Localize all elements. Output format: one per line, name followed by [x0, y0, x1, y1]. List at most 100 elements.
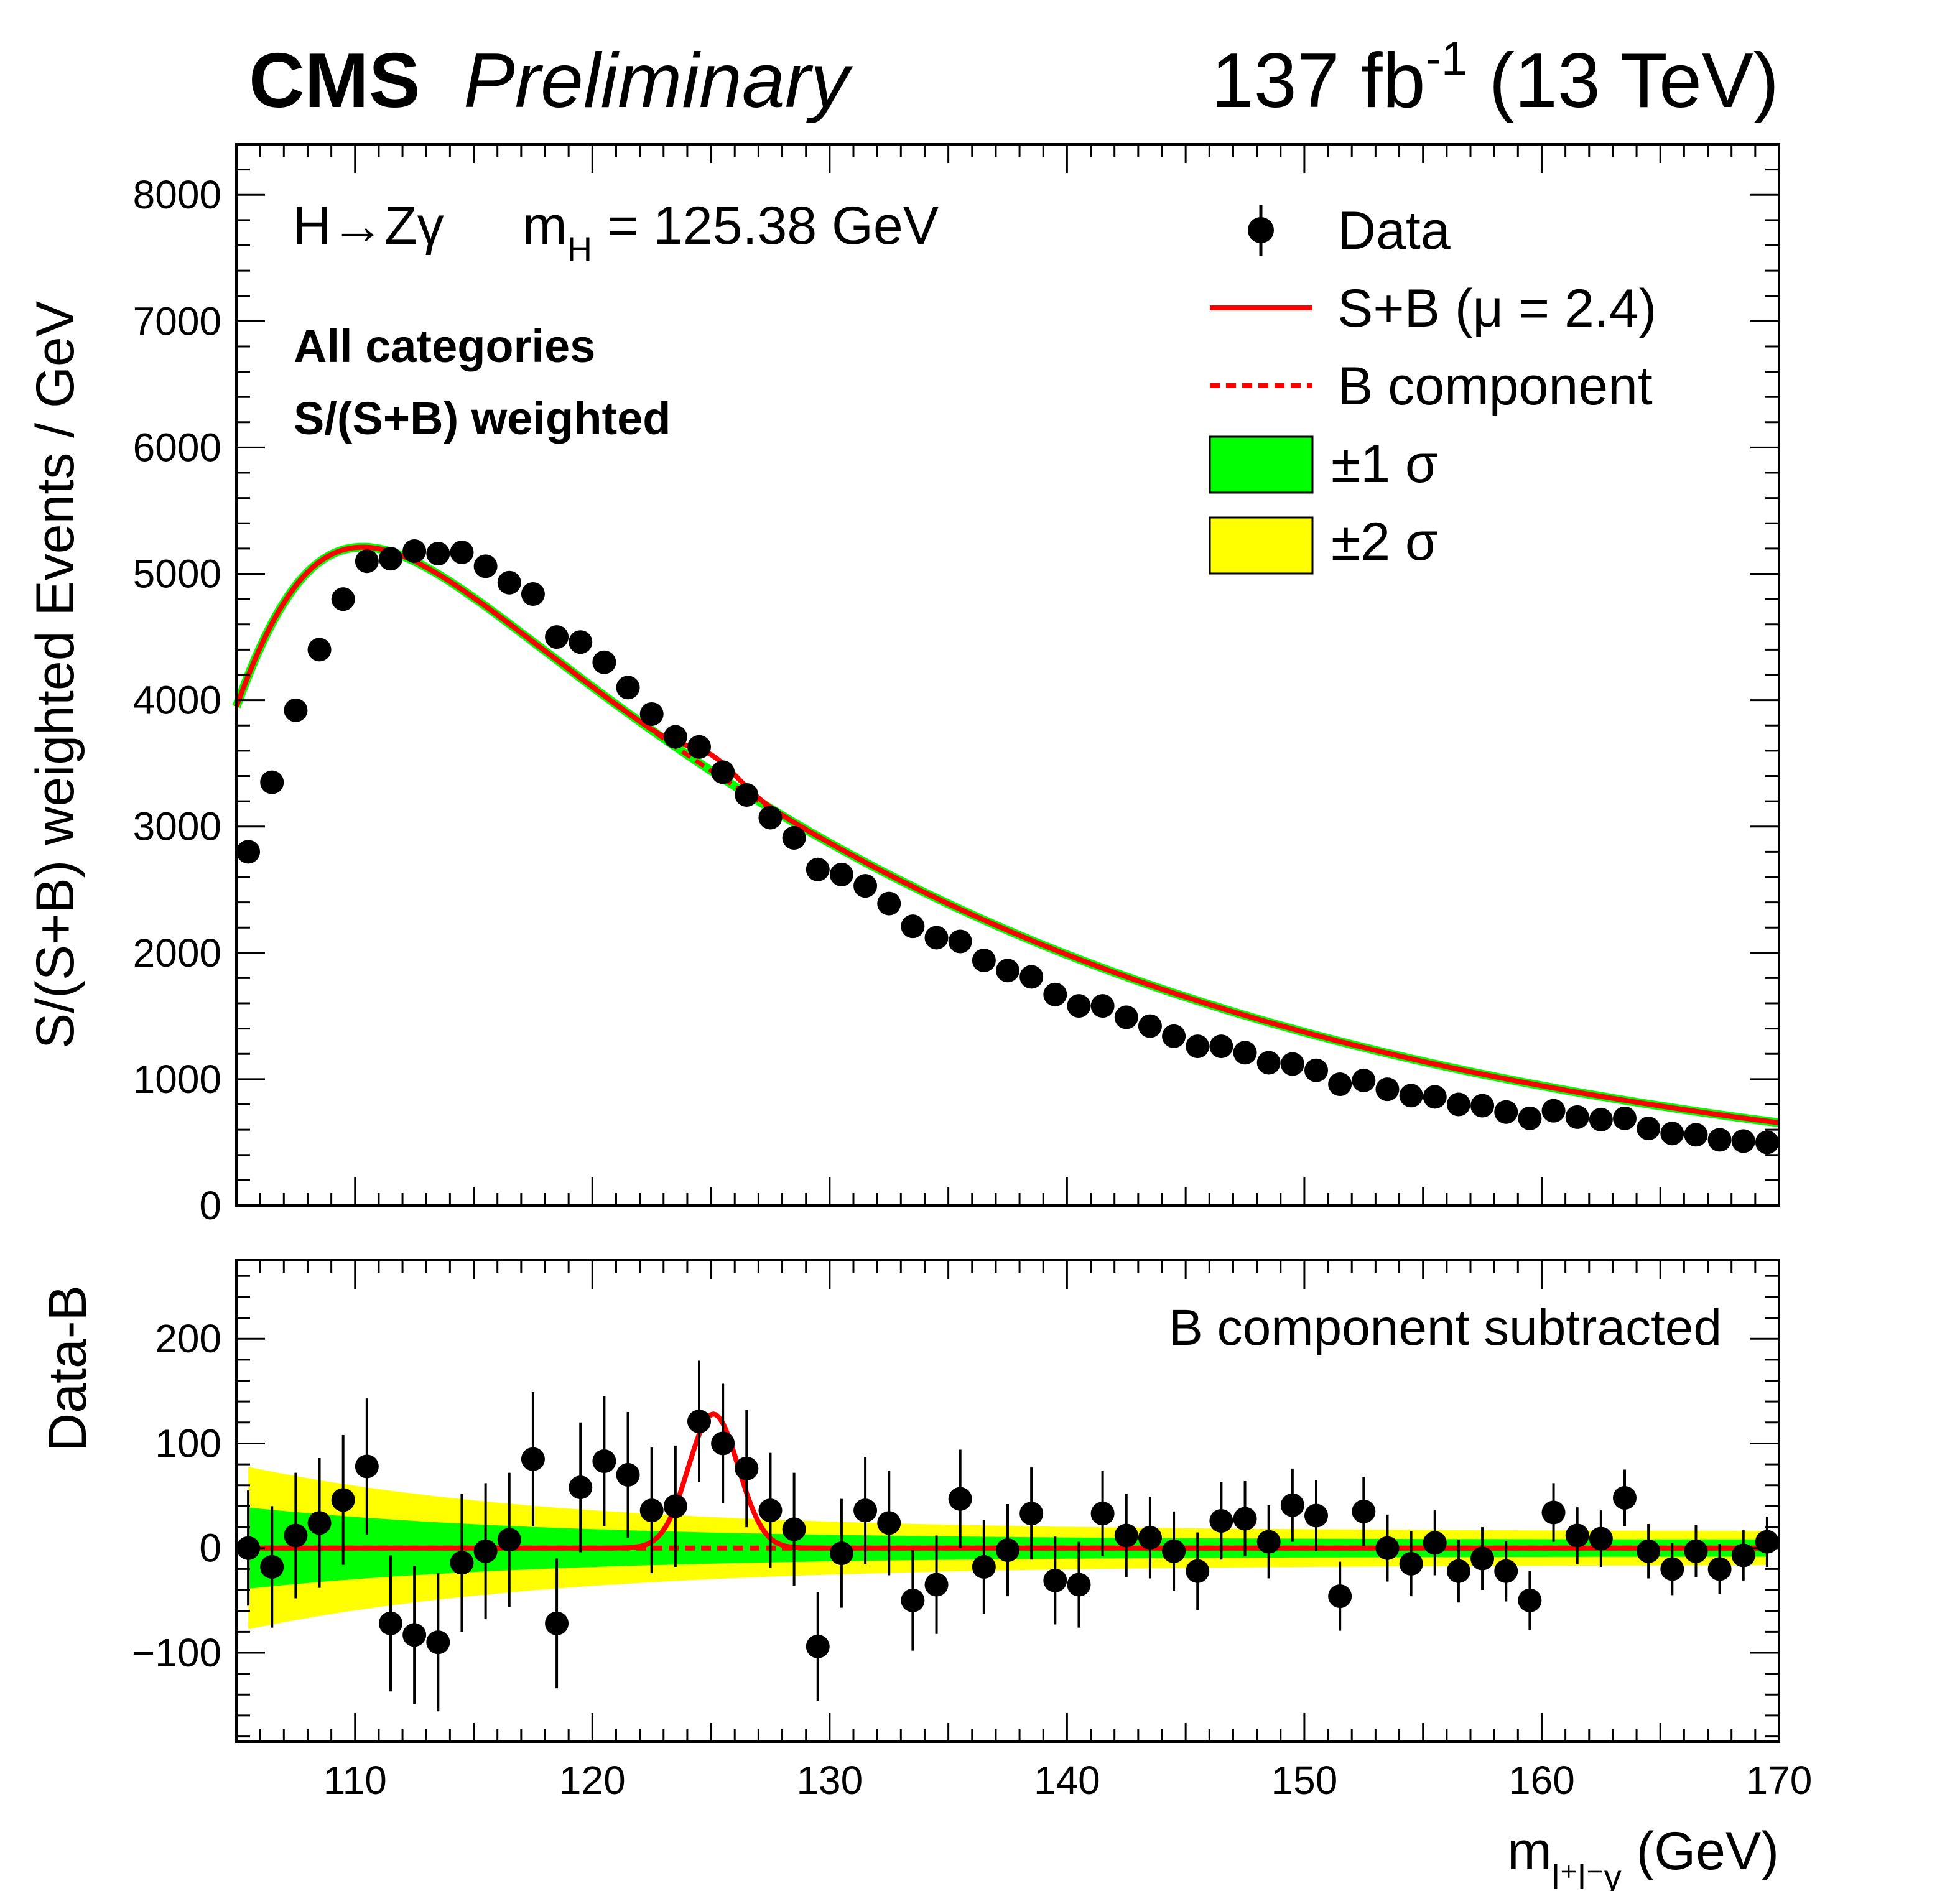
lower-data-point: [1707, 1557, 1732, 1581]
upper-data-point: [1090, 994, 1115, 1018]
upper-data-point: [1518, 1106, 1542, 1130]
lower-data-point: [1138, 1525, 1162, 1550]
upper-data-point: [711, 760, 735, 784]
lower-data-point: [450, 1551, 474, 1575]
lower-data-point: [1304, 1503, 1328, 1528]
lower-data-point: [1209, 1508, 1233, 1533]
y-tick-label: 5000: [133, 552, 221, 597]
x-axis-symbol: m: [1507, 1821, 1552, 1881]
upper-data-point: [1660, 1122, 1684, 1146]
upper-data-point: [521, 582, 545, 606]
upper-data-point: [1637, 1117, 1661, 1141]
lower-data-point: [497, 1528, 521, 1552]
upper-data-point: [1684, 1123, 1708, 1147]
lower-data-point: [1090, 1502, 1115, 1526]
upper-y-axis-label: S/(S+B) weighted Events / GeV: [26, 301, 85, 1049]
lower-data-point: [758, 1498, 783, 1523]
x-tick-label: 140: [1034, 1758, 1100, 1803]
upper-data-point: [1209, 1034, 1233, 1059]
lower-data-point: [331, 1488, 355, 1512]
upper-data-point: [1375, 1077, 1400, 1102]
upper-data-point: [1352, 1068, 1376, 1092]
lower-data-point: [1446, 1559, 1470, 1583]
upper-data-point: [1541, 1099, 1566, 1123]
lower-data-point: [473, 1539, 498, 1563]
lumi-value: 137 fb: [1211, 38, 1426, 124]
lower-data-point: [1186, 1559, 1210, 1583]
upper-data-point: [663, 725, 687, 749]
upper-data-point: [569, 630, 593, 654]
y-tick-label: 7000: [133, 299, 221, 343]
y-tick-label: 4000: [133, 678, 221, 723]
upper-data-point: [1755, 1130, 1779, 1155]
status-label: Preliminary: [463, 38, 853, 124]
process-label: H→Zγ: [292, 196, 444, 256]
upper-data-point: [758, 806, 783, 830]
x-tick-label: 110: [323, 1758, 387, 1803]
upper-data-point: [355, 549, 379, 574]
lower-data-point: [877, 1511, 901, 1535]
upper-data-point: [1162, 1024, 1186, 1048]
lower-data-point: [806, 1634, 830, 1658]
upper-data-point: [1470, 1094, 1495, 1118]
categories-label: All categories: [294, 320, 595, 372]
y-tick-label: 2000: [133, 931, 221, 975]
lower-data-point: [1423, 1531, 1447, 1555]
lower-data-point: [901, 1588, 925, 1612]
x-tick-label: 170: [1746, 1758, 1813, 1803]
y-tick-label: 100: [155, 1421, 221, 1466]
lower-data-point: [1162, 1539, 1186, 1563]
upper-data-point: [284, 698, 308, 722]
lower-data-point: [1067, 1573, 1091, 1597]
upper-data-point: [687, 735, 711, 759]
upper-data-point: [996, 959, 1019, 983]
lower-data-point: [1755, 1530, 1779, 1554]
upper-data-point: [307, 638, 332, 662]
lower-data-point: [1731, 1543, 1755, 1568]
lower-data-point: [1399, 1551, 1423, 1576]
y-tick-label: 6000: [133, 425, 221, 470]
lower-frame: [235, 1259, 1780, 1743]
lower-data-point: [735, 1456, 759, 1480]
lower-data-point: [1518, 1588, 1542, 1612]
upper-data-point: [592, 650, 616, 674]
x-tick-label: 120: [559, 1758, 626, 1803]
lower-data-point: [545, 1611, 569, 1635]
mass-label: mH = 125.38 GeV: [523, 196, 939, 269]
lower-data-point: [379, 1611, 402, 1635]
lower-data-point: [1541, 1500, 1566, 1525]
lower-data-point: [1660, 1557, 1684, 1581]
lumi-exponent: -1: [1426, 32, 1468, 85]
lower-data-point: [924, 1573, 949, 1597]
lower-data-point: [1256, 1530, 1281, 1554]
lower-data-point: [1375, 1536, 1400, 1560]
upper-panel: 0 1000 2000 3000 4000 5000 6000 7000 8000 S/(S+B…: [26, 143, 1780, 1228]
upper-sb-curve: [234, 544, 1780, 1125]
mass-symbol: m: [523, 196, 567, 256]
upper-data-point: [948, 929, 972, 954]
upper-data-point: [379, 547, 402, 571]
lower-data-point: [1613, 1485, 1637, 1510]
upper-data-point: [1138, 1014, 1162, 1038]
upper-frame: [235, 143, 1780, 1207]
y-tick-label: 0: [199, 1526, 221, 1571]
lower-data-point: [569, 1475, 593, 1500]
lower-note: B component subtracted: [1169, 1299, 1722, 1356]
upper-data-point: [1233, 1041, 1257, 1065]
lower-data-point: [829, 1541, 853, 1566]
lower-data-point: [1280, 1493, 1304, 1517]
mass-value: = 125.38 GeV: [592, 196, 939, 256]
lower-data-point: [1352, 1499, 1376, 1523]
lower-data-point: [616, 1462, 640, 1487]
lower-data-point: [402, 1623, 427, 1647]
lower-data-point: [853, 1498, 878, 1523]
lower-data-point: [592, 1449, 616, 1474]
x-tick-label: 130: [796, 1758, 863, 1803]
lower-data-point: [972, 1555, 996, 1579]
upper-data-point: [1613, 1106, 1637, 1130]
upper-axis-ticks: 0 1000 2000 3000 4000 5000 6000 7000 8000: [133, 143, 1780, 1228]
lower-data-point: [260, 1555, 284, 1579]
legend-one-sigma-swatch: [1209, 435, 1314, 494]
